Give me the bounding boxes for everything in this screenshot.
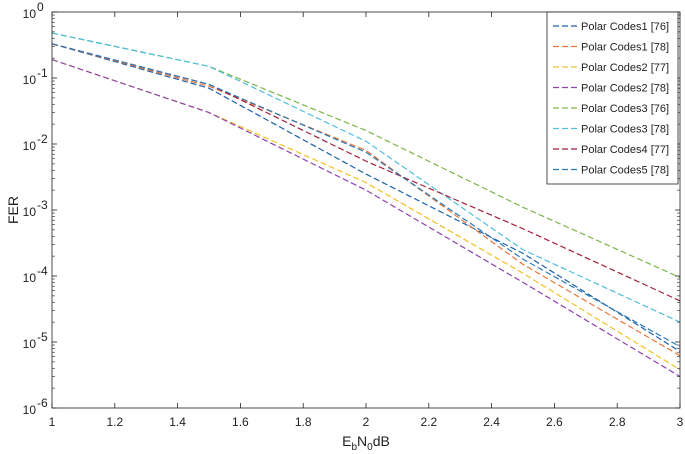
legend-item: Polar Codes2 [78] — [553, 83, 669, 95]
legend: Polar Codes1 [76] Polar Codes1 [78] Polar … — [546, 11, 679, 185]
legend-label: Polar Codes4 [77] — [581, 144, 669, 156]
x-tick-label: 2.8 — [609, 415, 626, 429]
series-line-1 — [51, 43, 681, 352]
y-tick-exponent: 0 — [37, 0, 44, 14]
y-tick-base: 10 — [23, 73, 37, 87]
legend-item: Polar Codes1 [78] — [553, 42, 669, 54]
y-tick-exponent: -4 — [37, 264, 48, 278]
y-tick-exponent: -3 — [37, 198, 48, 212]
legend-item: Polar Codes3 [78] — [553, 124, 669, 136]
y-tick-base: 10 — [23, 337, 37, 351]
x-tick-label: 1 — [49, 415, 56, 429]
x-tick-label: 2.2 — [420, 415, 437, 429]
series-line-4 — [51, 59, 681, 378]
series-line-6 — [51, 32, 681, 323]
x-tick-label: 1.2 — [106, 415, 123, 429]
y-tick-exponent: -6 — [37, 396, 48, 410]
series-layer — [51, 32, 681, 378]
x-axis-label-part: 0 — [367, 442, 373, 453]
y-tick-base: 10 — [23, 403, 37, 417]
x-axis-label-part: b — [351, 442, 357, 453]
y-tick-exponent: -1 — [37, 66, 48, 80]
legend-label: Polar Codes3 [76] — [581, 103, 669, 115]
y-tick-exponent: -5 — [37, 330, 48, 344]
y-tick-base: 10 — [23, 271, 37, 285]
y-tick-label: 10 — [23, 73, 37, 87]
legend-item: Polar Codes2 [77] — [553, 62, 669, 74]
series-line-2 — [51, 43, 681, 357]
x-axis-label-part: E — [342, 433, 351, 449]
y-axis-label: FER — [5, 196, 21, 224]
legend-label: Polar Codes1 [76] — [581, 21, 669, 33]
legend-item: Polar Codes5 [78] — [553, 165, 669, 177]
y-tick-base: 10 — [23, 7, 37, 21]
legend-label: Polar Codes3 [78] — [581, 124, 669, 136]
y-tick-exponent: -2 — [37, 132, 48, 146]
legend-label: Polar Codes5 [78] — [581, 165, 669, 177]
x-axis-label-part: N — [357, 433, 367, 449]
x-tick-label: 2.4 — [483, 415, 500, 429]
legend-item: Polar Codes3 [76] — [553, 103, 669, 115]
legend-label: Polar Codes2 [78] — [581, 83, 669, 95]
y-tick-label: 10 — [23, 139, 37, 153]
legend-item: Polar Codes4 [77] — [553, 144, 669, 156]
y-tick-label: 10 — [23, 7, 37, 21]
legend-item: Polar Codes1 [76] — [553, 21, 669, 33]
x-tick-label: 1.6 — [232, 415, 249, 429]
x-tick-label: 1.8 — [295, 415, 312, 429]
y-tick-label: 10 — [23, 271, 37, 285]
series-line-5 — [51, 32, 681, 279]
y-tick-label: 10 — [23, 403, 37, 417]
legend-label: Polar Codes2 [77] — [581, 62, 669, 74]
y-tick-base: 10 — [23, 205, 37, 219]
legend-label: Polar Codes1 [78] — [581, 42, 669, 54]
y-tick-label: 10 — [23, 337, 37, 351]
x-axis-label: EbN0dB — [342, 433, 390, 453]
x-axis: 1 1.2 1.4 1.6 1.8 2 2.2 2.4 2.6 2.8 3 — [49, 12, 684, 429]
legend-box — [546, 11, 679, 185]
series-line-8 — [51, 43, 681, 348]
x-tick-label: 3 — [677, 415, 684, 429]
x-axis-label-part: dB — [373, 433, 390, 449]
y-tick-label: 10 — [23, 205, 37, 219]
x-tick-label: 2 — [363, 415, 370, 429]
x-tick-label: 1.4 — [169, 415, 186, 429]
y-tick-base: 10 — [23, 139, 37, 153]
x-tick-label: 2.6 — [546, 415, 563, 429]
